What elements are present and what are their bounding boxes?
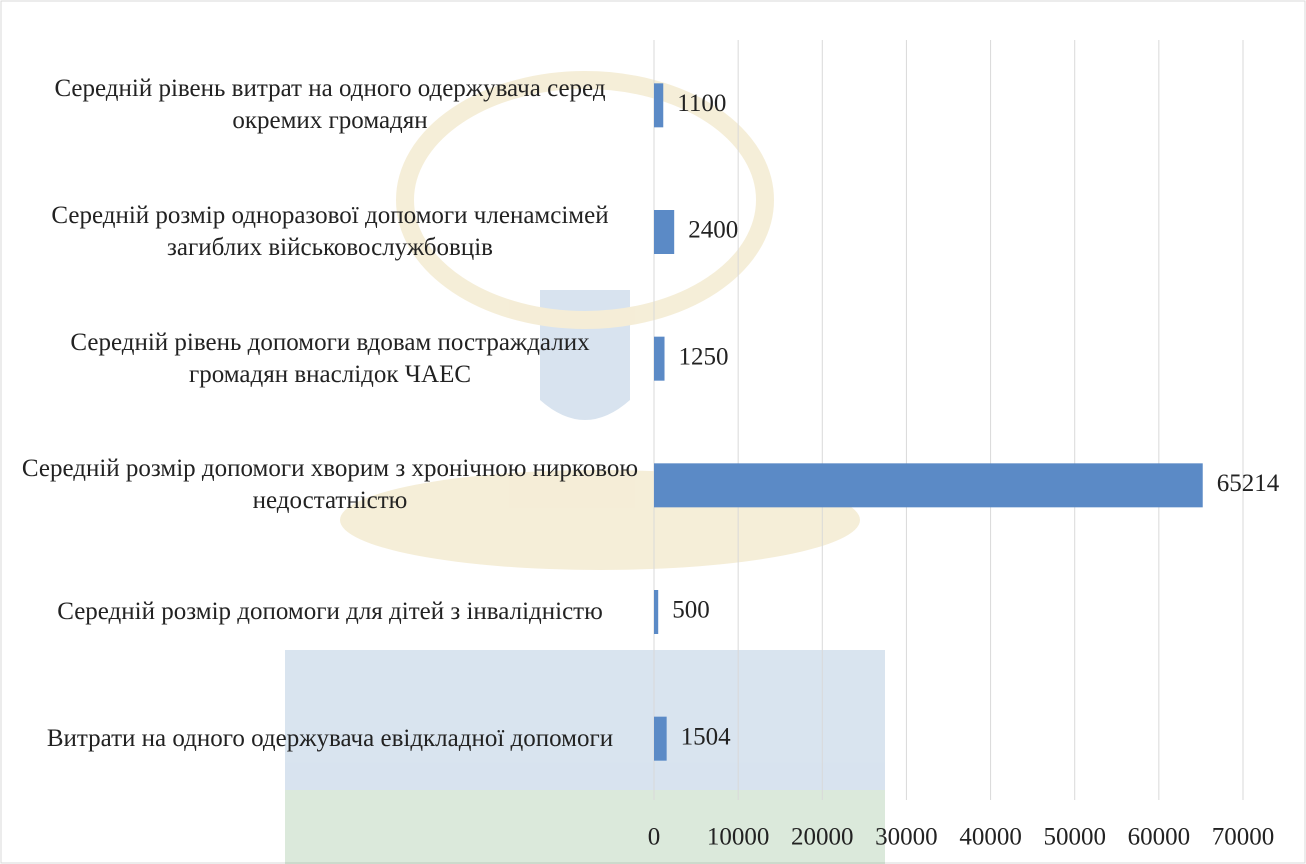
x-tick-label: 0: [648, 824, 661, 851]
value-label: 500: [672, 597, 710, 624]
category-label: Середній рівень витрат на одного одержув…: [54, 75, 606, 135]
x-tick-label: 20000: [791, 824, 854, 851]
value-label: 65214: [1217, 470, 1280, 497]
x-tick-label: 50000: [1043, 824, 1106, 851]
category-label: Витрати на одного одержувача евідкладної…: [46, 724, 614, 752]
x-tick-label: 40000: [959, 824, 1022, 851]
value-label: 1504: [681, 723, 732, 750]
bar: [654, 463, 1203, 508]
category-label: Середній рівень допомоги вдовам постражд…: [70, 328, 590, 388]
category-label: Середній розмір одноразової допомоги чле…: [51, 202, 609, 261]
bar: [654, 83, 664, 128]
value-label: 1250: [679, 343, 729, 370]
x-tick-label: 30000: [875, 824, 938, 851]
bar: [654, 716, 667, 761]
category-label: Середній розмір допомоги для дітей з інв…: [57, 598, 603, 625]
value-label: 2400: [688, 217, 738, 244]
watermark: [285, 71, 885, 864]
bar: [654, 336, 665, 381]
bar: [654, 590, 659, 634]
category-label: Середній розмір допомоги хворим з хроніч…: [21, 455, 639, 515]
x-tick-label: 60000: [1128, 824, 1191, 851]
x-tick-label: 10000: [707, 824, 770, 851]
bar: [654, 210, 675, 254]
x-tick-label: 70000: [1212, 824, 1275, 851]
value-label: 1100: [677, 90, 726, 117]
